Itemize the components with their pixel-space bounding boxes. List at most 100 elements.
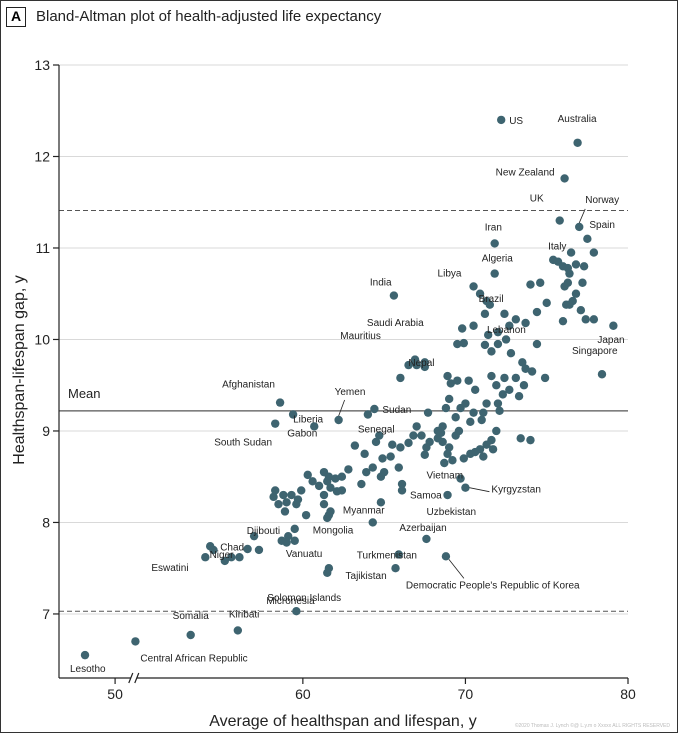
x-tick-label: 50 [107, 686, 123, 702]
data-point [505, 321, 514, 330]
labeled-data-point [480, 309, 490, 319]
data-point [301, 510, 311, 520]
data-point [565, 269, 574, 278]
data-point [444, 394, 454, 404]
data-point [521, 318, 530, 328]
data-point [271, 486, 280, 495]
y-tick-label: 10 [34, 331, 50, 347]
data-point [492, 426, 501, 436]
panel-letter: A [6, 7, 26, 27]
data-point [527, 367, 537, 376]
labeled-data-point [201, 553, 210, 562]
point-label: New Zealand [496, 167, 555, 178]
data-point [360, 449, 369, 459]
data-point [337, 472, 347, 481]
labeled-data-point [482, 296, 491, 306]
data-point [422, 443, 431, 452]
point-label: Italy [548, 242, 566, 253]
data-point [388, 440, 397, 449]
grid-lines [59, 64, 628, 615]
point-label: Libya [438, 268, 462, 279]
data-point [254, 545, 264, 555]
data-point [459, 338, 469, 348]
data-point [404, 438, 413, 448]
data-point [459, 454, 469, 463]
data-point [282, 498, 291, 507]
point-label: Mauritius [340, 331, 381, 342]
data-point [331, 474, 340, 483]
label-connector [578, 208, 586, 224]
label-connector [338, 399, 345, 417]
x-tick-label: 80 [620, 686, 636, 702]
data-point [397, 479, 407, 489]
data-point [319, 467, 329, 477]
data-point [378, 454, 387, 463]
data-point [495, 406, 504, 416]
data-point [249, 531, 259, 541]
data-point [423, 408, 433, 417]
data-point [386, 452, 395, 461]
data-point [581, 315, 590, 324]
data-point [576, 306, 586, 315]
data-point [482, 440, 491, 449]
point-label: Japan [597, 335, 624, 346]
data-point [464, 376, 473, 385]
data-point [461, 399, 470, 408]
data-point [589, 248, 599, 257]
data-point [532, 307, 542, 317]
point-label: Kyrgyzstan [491, 485, 540, 496]
labeled-data-point [469, 282, 478, 291]
labeled-data-point [389, 291, 399, 300]
label-connectors [338, 208, 586, 579]
labeled-data-point [394, 550, 403, 559]
data-point [532, 339, 542, 349]
labeled-data-point [80, 650, 90, 660]
labeled-data-point [370, 404, 379, 414]
data-point [511, 315, 521, 324]
data-point [227, 553, 236, 562]
labeled-data-point [493, 327, 503, 337]
data-point [235, 553, 244, 562]
point-label: Democratic People's Republic of Korea [406, 580, 580, 591]
data-point [443, 449, 452, 459]
data-point [521, 364, 530, 373]
data-point [536, 278, 545, 287]
data-point [368, 463, 377, 472]
data-point [505, 385, 514, 394]
labeled-data-point [597, 370, 607, 379]
labeled-data-point [275, 398, 285, 407]
axis-break-mark [134, 672, 140, 684]
data-point [269, 492, 278, 502]
point-label: Yemen [335, 387, 366, 398]
point-label: Sudan [382, 405, 411, 416]
point-label: Spain [589, 220, 615, 231]
point-label: Norway [585, 195, 619, 206]
y-axis-title: Healthspan-lifespan gap, y [11, 275, 28, 464]
labeled-data-point [310, 422, 319, 431]
data-point [492, 381, 501, 390]
data-point [412, 422, 421, 431]
labeled-data-point [131, 637, 140, 646]
data-point [470, 447, 480, 457]
data-point [420, 358, 429, 367]
labeled-data-point [583, 234, 592, 244]
data-point [466, 417, 475, 427]
labeled-data-point [555, 216, 564, 225]
data-point [446, 379, 455, 388]
labeled-data-point [575, 222, 584, 232]
data-point [500, 373, 509, 383]
data-point [371, 437, 381, 447]
labeled-data-point [496, 115, 506, 125]
data-point [292, 499, 301, 509]
labeled-data-point [422, 534, 431, 544]
data-point [470, 385, 480, 394]
labeled-data-point [461, 483, 470, 492]
data-point [297, 486, 306, 495]
point-label: Nepal [408, 358, 434, 369]
point-label: Mongolia [313, 525, 354, 536]
data-point [579, 262, 589, 271]
data-point [420, 450, 429, 459]
data-points [80, 115, 618, 660]
chart-title: Bland-Altman plot of health-adjusted lif… [36, 8, 382, 25]
point-label: South Sudan [214, 438, 272, 449]
